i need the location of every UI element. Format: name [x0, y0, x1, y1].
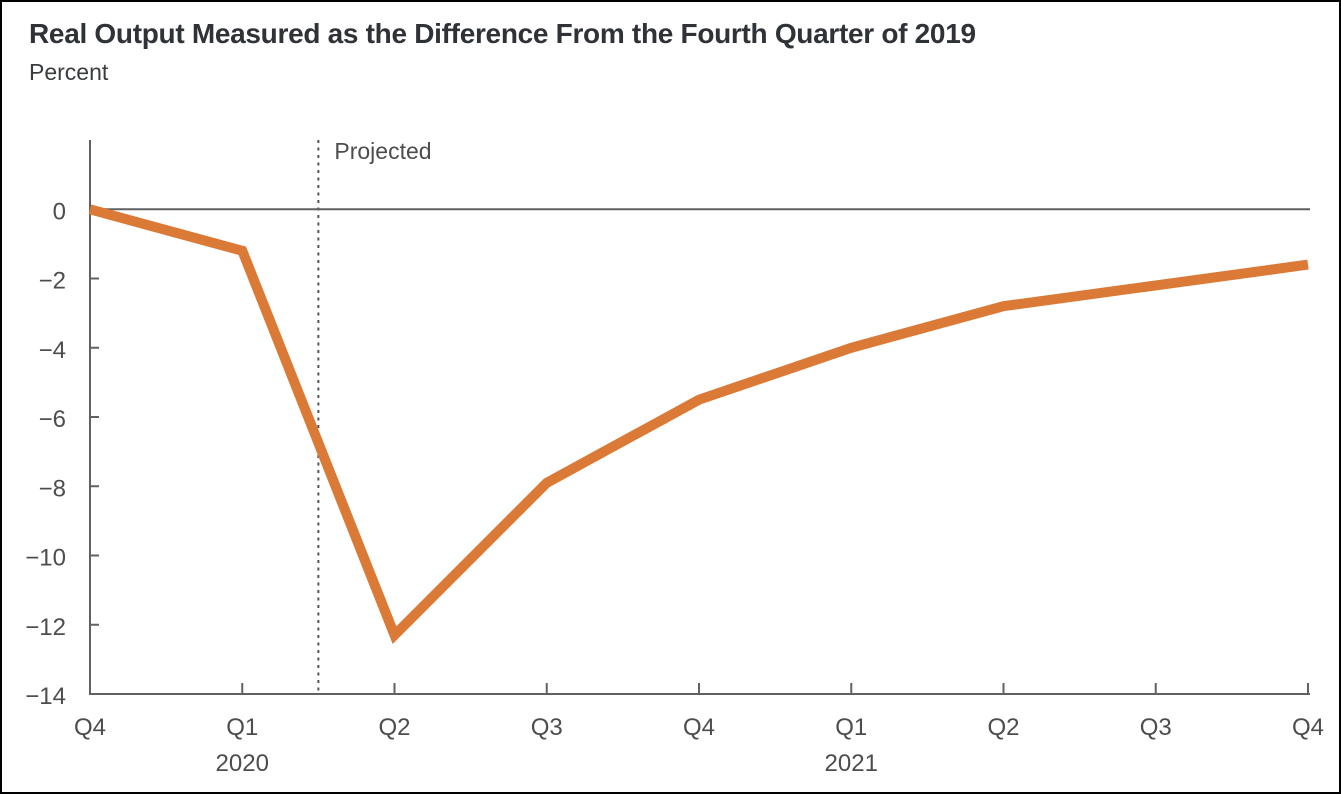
projected-label: Projected — [334, 138, 431, 164]
year-label: 2021 — [825, 750, 878, 777]
y-tick-label: −6 — [39, 406, 66, 433]
real-output-line — [88, 204, 1309, 645]
y-tick-label: −14 — [25, 683, 66, 710]
y-tick-label: −2 — [39, 268, 66, 295]
x-tick-label: Q2 — [987, 714, 1019, 741]
x-tick-label: Q4 — [683, 714, 715, 741]
year-label: 2020 — [216, 750, 269, 777]
x-tick-label: Q4 — [74, 714, 106, 741]
chart-units-label: Percent — [29, 59, 109, 85]
x-tick-label: Q2 — [378, 714, 410, 741]
x-tick-label: Q4 — [1292, 714, 1324, 741]
y-tick-label: −4 — [39, 337, 66, 364]
chart-title: Real Output Measured as the Difference F… — [29, 18, 976, 49]
y-tick-label: −8 — [39, 475, 66, 502]
y-tick-label: −12 — [25, 614, 66, 641]
y-tick-label: −10 — [25, 545, 66, 572]
y-tick-label: 0 — [53, 198, 66, 225]
x-tick-label: Q1 — [835, 714, 867, 741]
x-tick-label: Q1 — [226, 714, 258, 741]
x-tick-label: Q3 — [1140, 714, 1172, 741]
x-tick-label: Q3 — [531, 714, 563, 741]
